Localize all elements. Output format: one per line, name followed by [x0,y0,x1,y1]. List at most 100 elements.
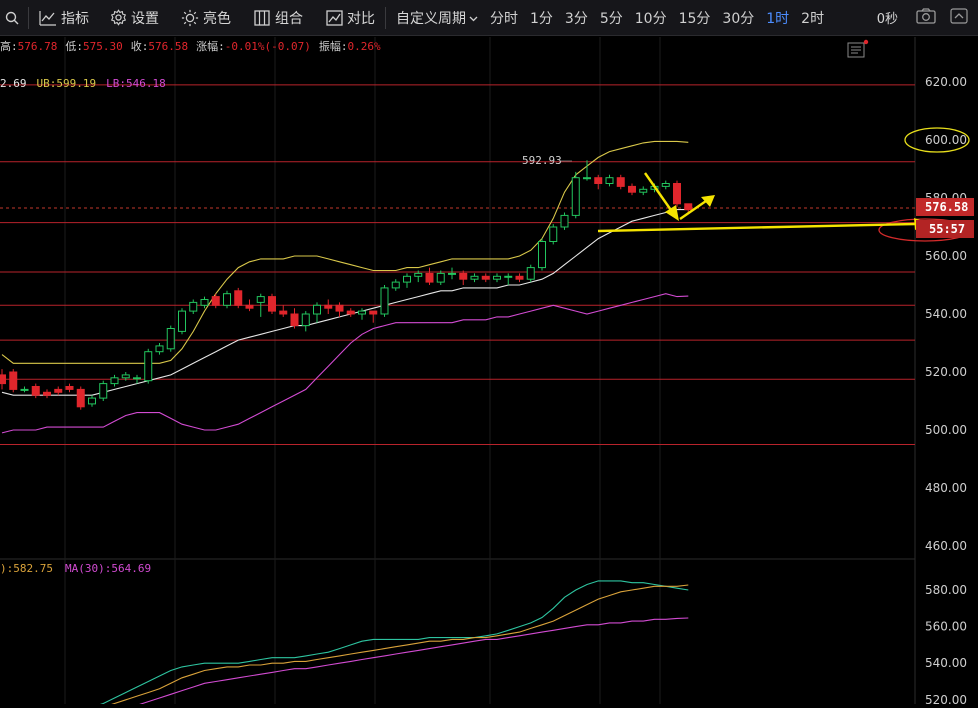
low-label: 低: [65,40,83,53]
note-icon[interactable] [847,39,869,58]
high-label: 高: [0,39,18,53]
candles[interactable] [0,160,693,410]
candle-body [133,377,141,380]
candlestick-chart[interactable]: 高:576.78 低:575.30 收:576.58 涨幅:-0.01%(-0.07)… [0,37,978,708]
price-tick-label: 600.00 [925,133,967,147]
close-label: 收: [131,39,149,53]
candle-body [605,177,614,184]
chart-line-icon [39,9,57,27]
collapse-button[interactable] [950,0,968,36]
search-button[interactable] [0,0,28,36]
candle-body [346,310,355,315]
candle-body [279,310,288,315]
candle-body [504,275,513,278]
ma-lines [87,580,689,708]
indicator-button[interactable]: 指标 [39,0,89,36]
candle-body [223,293,231,306]
sub-price-tick-label: 520.00 [925,693,967,704]
band-line-mid [1,209,689,396]
countdown-text: 55:57 [929,222,965,236]
candle-body [290,313,299,327]
screenshot-button[interactable] [916,0,936,36]
candle-body [234,290,243,306]
candle-body [335,304,344,312]
compare-button[interactable]: 对比 [325,0,375,36]
info-bar: 高:576.78 低:575.30 收:576.58 涨幅:-0.01%(-0.07)… [0,39,381,53]
candle-body [0,374,6,385]
sub-price-tick-label: 540.00 [925,656,967,670]
candle-body [414,272,423,277]
search-icon [3,9,21,27]
chart-area[interactable]: 高:576.78 低:575.30 收:576.58 涨幅:-0.01%(-0.07)… [0,37,978,708]
ma-bar: ):582.75 MA(30):564.69 [0,562,151,575]
candle-body [178,310,186,332]
candle-body [515,275,524,280]
candle-body [628,185,636,193]
candle-body [256,296,265,303]
candle-body [538,241,546,269]
boll-mid-value: 2.69 [0,77,27,90]
candle-body [189,301,198,312]
countdown-label: 0秒 [876,12,898,27]
candle-body [369,310,378,315]
candle-body [571,177,580,216]
candle-body [560,214,569,228]
period-tab-6[interactable]: 30分 [722,10,755,27]
candle-body [166,328,175,350]
candle-body [583,177,591,180]
boll-bar: 2.69 UB:599.19 LB:546.18 [0,77,166,90]
chevron-up-icon [950,7,968,28]
candle-body [155,345,164,353]
candle-body [436,272,445,283]
candle-body [459,272,468,280]
candle-body [268,296,276,312]
sub-price-tick-label: 560.00 [925,620,967,634]
chevron-down-icon [469,10,478,26]
candle-body [110,377,119,385]
combo-button[interactable]: 组合 [253,0,303,36]
lb-label: LB: [106,77,126,90]
period-tab-7[interactable]: 1时 [766,10,790,27]
candle-body [549,226,558,242]
candle-body [470,275,479,280]
close-value: 576.58 [148,40,188,53]
candle-body [99,383,108,399]
band-line-lb [1,293,689,434]
period-tab-0[interactable]: 分时 [490,10,518,27]
candle-body [673,183,681,205]
candle-body [65,386,74,390]
period-tab-8[interactable]: 2时 [801,10,825,27]
lb-value: 546.18 [126,77,166,90]
period-tab-2[interactable]: 3分 [564,10,588,27]
candle-body [639,188,648,193]
brightness-button[interactable]: 亮色 [181,0,231,36]
toolbar: 指标 设置 亮色 组合 对比 自定义周期 分时 1分 3分 5分 10分 15分 30分 1时… [0,0,978,36]
ma-line [98,584,689,708]
custom-period-dropdown[interactable]: 自定义周期 [396,0,478,36]
candle-body [20,388,29,391]
price-tick-label: 520.00 [925,365,967,379]
candle-body [358,310,366,315]
highlight-ellipse [904,127,970,153]
candle-body [493,275,501,280]
candle-body [31,386,40,396]
candle-body [88,397,96,405]
toolbar-divider [385,6,386,29]
price-axis: 620.00600.00580.00560.00540.00520.00500.… [925,75,967,553]
peak-label: 592.93 [522,154,562,167]
support-resistance-lines[interactable] [0,84,915,445]
candle-body [211,296,220,306]
ub-label: UB: [37,77,57,90]
period-tab-1[interactable]: 1分 [530,10,553,27]
candle-body [594,177,603,184]
period-tab-3[interactable]: 5分 [599,10,623,27]
ma-line [87,580,689,708]
ub-value: 599.19 [56,77,96,90]
price-tick-label: 620.00 [925,75,967,89]
settings-button[interactable]: 设置 [109,0,159,36]
candle-body [301,313,310,327]
period-tab-5[interactable]: 15分 [678,10,711,27]
candle-body [380,287,389,315]
period-tab-4[interactable]: 10分 [634,10,667,27]
sun-icon [181,9,199,27]
